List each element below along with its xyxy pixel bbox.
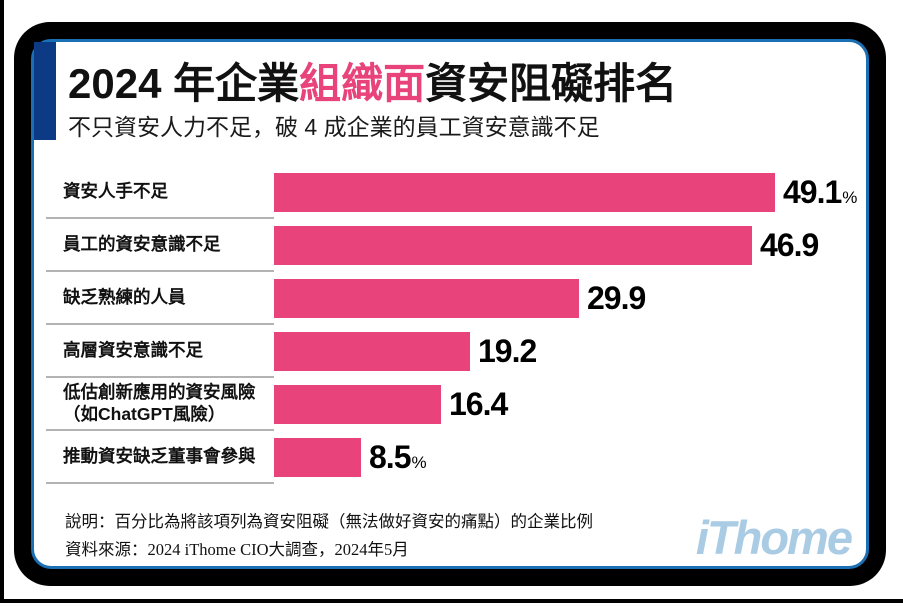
bar-value-suffix: % xyxy=(411,453,427,472)
chart-title: 2024 年企業組織面資安阻礙排名 xyxy=(68,50,677,111)
bar xyxy=(274,385,441,424)
bar xyxy=(274,173,775,212)
bar-value-number: 19.2 xyxy=(478,333,537,369)
infographic-card-inner: 2024 年企業組織面資安阻礙排名 不只資安人力不足，破 4 成企業的員工資安意… xyxy=(31,39,869,569)
bar-row: 高層資安意識不足 19.2 xyxy=(46,325,868,378)
page-bottom-border-line xyxy=(0,599,903,603)
chart-title-prefix: 2024 年企業 xyxy=(68,60,300,107)
footer-source-line: 資料來源：2024 iThome CIO大調查，2024年5月 xyxy=(65,540,409,560)
row-label-cell: 缺乏熟練的人員 xyxy=(46,272,274,325)
bar-value: 8.5% xyxy=(369,439,427,476)
row-label-cell: 推動資安缺乏董事會參與 xyxy=(46,431,274,484)
bar-row: 資安人手不足 49.1% xyxy=(46,166,868,219)
bar-value-number: 29.9 xyxy=(587,280,646,316)
row-label-cell: 高層資安意識不足 xyxy=(46,325,274,378)
page-left-border-line xyxy=(0,0,4,603)
bar-value-number: 49.1 xyxy=(783,174,842,210)
bar xyxy=(274,332,470,371)
bar-value: 16.4 xyxy=(449,386,508,423)
chart-title-highlight: 組織面 xyxy=(299,60,426,107)
bar-cell: 19.2 xyxy=(274,325,868,378)
footer-note-line: 說明：百分比為將該項列為資安阻礙（無法做好資安的痛點）的企業比例 xyxy=(65,512,593,531)
bar-value: 49.1% xyxy=(783,174,857,211)
infographic-card: 2024 年企業組織面資安阻礙排名 不只資安人力不足，破 4 成企業的員工資安意… xyxy=(14,22,886,586)
chart-subtitle: 不只資安人力不足，破 4 成企業的員工資安意識不足 xyxy=(68,114,600,140)
bar xyxy=(274,226,752,265)
footer-notes: 說明：百分比為將該項列為資安阻礙（無法做好資安的痛點）的企業比例 資料來源：20… xyxy=(65,508,593,564)
row-label-cell: 員工的資安意識不足 xyxy=(46,219,274,272)
chart-rows: 資安人手不足 49.1% 員工的資安意識不足 46.9 缺乏熟練的人員 29.9 xyxy=(46,166,868,484)
bar-cell: 16.4 xyxy=(274,378,868,431)
bar-value: 29.9 xyxy=(587,280,646,317)
bar-row: 員工的資安意識不足 46.9 xyxy=(46,219,868,272)
row-label: 低估創新應用的資安風險 xyxy=(63,381,256,402)
bar-value-number: 46.9 xyxy=(760,227,819,263)
bar-row: 推動資安缺乏董事會參與 8.5% xyxy=(46,431,868,484)
bar-row: 低估創新應用的資安風險 （如ChatGPT風險） 16.4 xyxy=(46,378,868,431)
chart-title-suffix: 資安阻礙排名 xyxy=(425,60,678,107)
bar-value: 19.2 xyxy=(478,333,537,370)
bar-cell: 8.5% xyxy=(274,431,868,484)
row-label: 推動資安缺乏董事會參與 xyxy=(63,445,256,466)
row-label: 資安人手不足 xyxy=(63,180,168,201)
bar-value-suffix: % xyxy=(842,188,858,207)
row-label: 高層資安意識不足 xyxy=(63,339,203,360)
bar xyxy=(274,438,361,477)
bar-cell: 29.9 xyxy=(274,272,868,325)
row-label-cell: 低估創新應用的資安風險 （如ChatGPT風險） xyxy=(46,378,274,431)
bar-cell: 49.1% xyxy=(274,166,868,219)
row-label: 缺乏熟練的人員 xyxy=(63,286,186,307)
bar-row: 缺乏熟練的人員 29.9 xyxy=(46,272,868,325)
bar xyxy=(274,279,579,318)
ithome-logo: iThome xyxy=(695,511,853,564)
title-accent-bar xyxy=(34,42,56,140)
row-label-cell: 資安人手不足 xyxy=(46,166,274,219)
bar-value-number: 8.5 xyxy=(369,439,411,475)
bar-value: 46.9 xyxy=(760,227,819,264)
bar-cell: 46.9 xyxy=(274,219,868,272)
row-label: 員工的資安意識不足 xyxy=(63,233,221,254)
row-label-line2: （如ChatGPT風險） xyxy=(63,403,226,424)
bar-value-number: 16.4 xyxy=(449,386,508,422)
